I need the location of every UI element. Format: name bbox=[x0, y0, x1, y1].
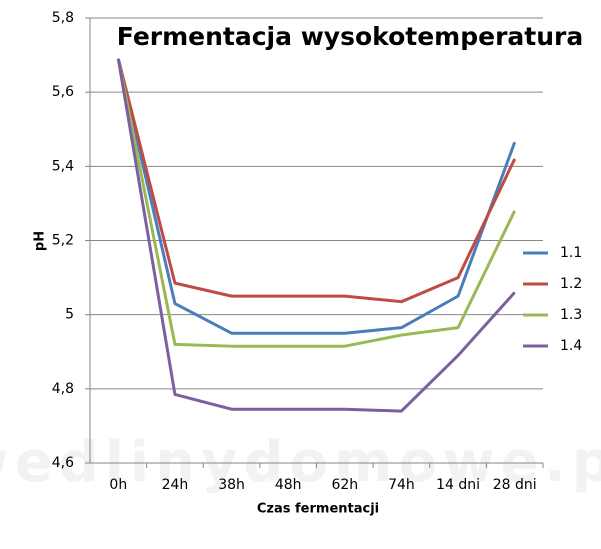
y-axis-label: pH bbox=[33, 231, 48, 251]
x-axis-label: Czas fermentacji bbox=[257, 502, 379, 517]
series-line bbox=[116, 58, 516, 413]
series-line bbox=[116, 58, 517, 348]
legend-label: 1.4 bbox=[560, 338, 582, 354]
series-line bbox=[116, 58, 517, 335]
x-tick-label: 48h bbox=[275, 477, 302, 493]
y-tick-label: 5,4 bbox=[52, 158, 74, 174]
series-line bbox=[116, 58, 517, 304]
x-tick-label: 0h bbox=[109, 477, 127, 493]
x-tick-label: 28 dni bbox=[493, 477, 537, 493]
y-tick-label: 4,8 bbox=[52, 381, 74, 397]
y-tick-label: 5 bbox=[65, 307, 74, 323]
x-tick-label: 14 dni bbox=[436, 477, 480, 493]
x-tick-label: 24h bbox=[162, 477, 189, 493]
legend-label: 1.2 bbox=[560, 276, 582, 292]
y-tick-label: 5,8 bbox=[52, 10, 74, 26]
x-tick-label: 62h bbox=[331, 477, 358, 493]
y-tick-label: 5,2 bbox=[52, 233, 74, 249]
chart-title: Fermentacja wysokotemperatura bbox=[117, 22, 583, 51]
y-tick-label: 5,6 bbox=[52, 84, 74, 100]
y-tick-label: 4,6 bbox=[52, 455, 74, 471]
x-tick-label: 38h bbox=[218, 477, 245, 493]
x-tick-label: 74h bbox=[388, 477, 415, 493]
legend-label: 1.3 bbox=[560, 307, 582, 323]
legend-label: 1.1 bbox=[560, 245, 582, 261]
